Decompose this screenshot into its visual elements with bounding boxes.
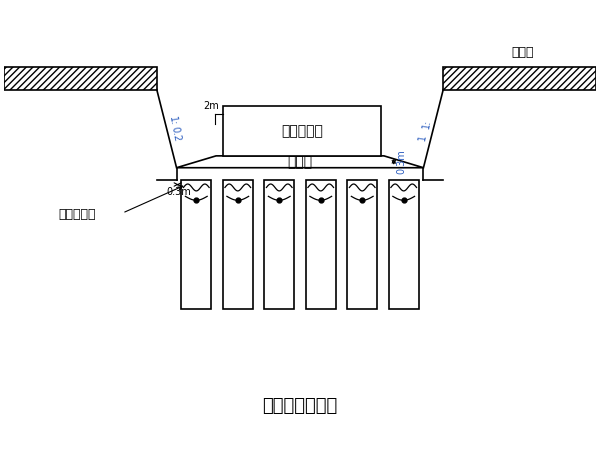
- Bar: [347, 180, 377, 309]
- Text: 水泥搅拌桩: 水泥搅拌桩: [58, 208, 95, 221]
- Bar: [443, 67, 596, 90]
- Bar: [265, 180, 294, 309]
- Text: 1: 1: [418, 133, 428, 141]
- Text: 0.2: 0.2: [170, 126, 182, 143]
- Bar: [306, 180, 335, 309]
- Text: 框构桥基础: 框构桥基础: [281, 124, 323, 138]
- Bar: [389, 180, 419, 309]
- Bar: [223, 180, 253, 309]
- Bar: [4, 67, 157, 90]
- Text: 2m: 2m: [203, 101, 219, 112]
- Polygon shape: [176, 156, 424, 168]
- Text: 原地面: 原地面: [511, 45, 533, 58]
- Text: 砂垫层: 砂垫层: [287, 155, 313, 169]
- Bar: [181, 180, 211, 309]
- Text: 1:: 1:: [421, 119, 433, 130]
- Text: 1:: 1:: [167, 116, 178, 127]
- Text: 基坑开挖示意图: 基坑开挖示意图: [262, 397, 338, 415]
- Bar: [223, 107, 381, 156]
- Text: 0.3m: 0.3m: [397, 149, 407, 174]
- Text: 0.3m: 0.3m: [167, 188, 191, 198]
